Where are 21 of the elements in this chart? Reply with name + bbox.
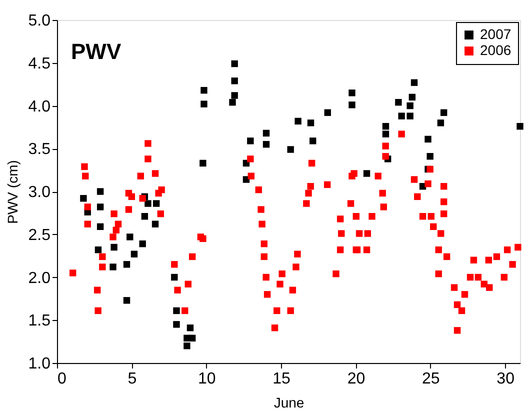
y-tick-label: 2.0 [28, 270, 51, 287]
legend-label: 2007 [480, 26, 512, 42]
y-tick-label: 3.0 [28, 184, 51, 201]
x-tick-label: 0 [58, 370, 66, 388]
x-tick-label: 10 [198, 370, 216, 388]
y-axis-title: PWV (cm) [4, 160, 20, 224]
y-tick-label: 3.5 [28, 141, 51, 158]
x-axis-title: June [274, 394, 304, 410]
x-tick-label: 5 [128, 370, 137, 388]
legend-label: 2006 [480, 42, 512, 58]
y-tick-label: 4.5 [28, 55, 51, 72]
text: PWV [71, 39, 122, 64]
x-tick-label: 15 [272, 370, 291, 388]
y-tick-label: 1.0 [28, 356, 51, 372]
x-tick-label: 20 [347, 370, 366, 388]
y-tick-label: 4.0 [28, 98, 51, 116]
x-tick-label: 30 [496, 370, 515, 388]
y-tick-label: 1.5 [28, 312, 51, 330]
y-tick-label: 5.0 [28, 12, 51, 30]
y-tick-label: 2.5 [28, 226, 51, 244]
x-tick-label: 25 [422, 370, 440, 388]
